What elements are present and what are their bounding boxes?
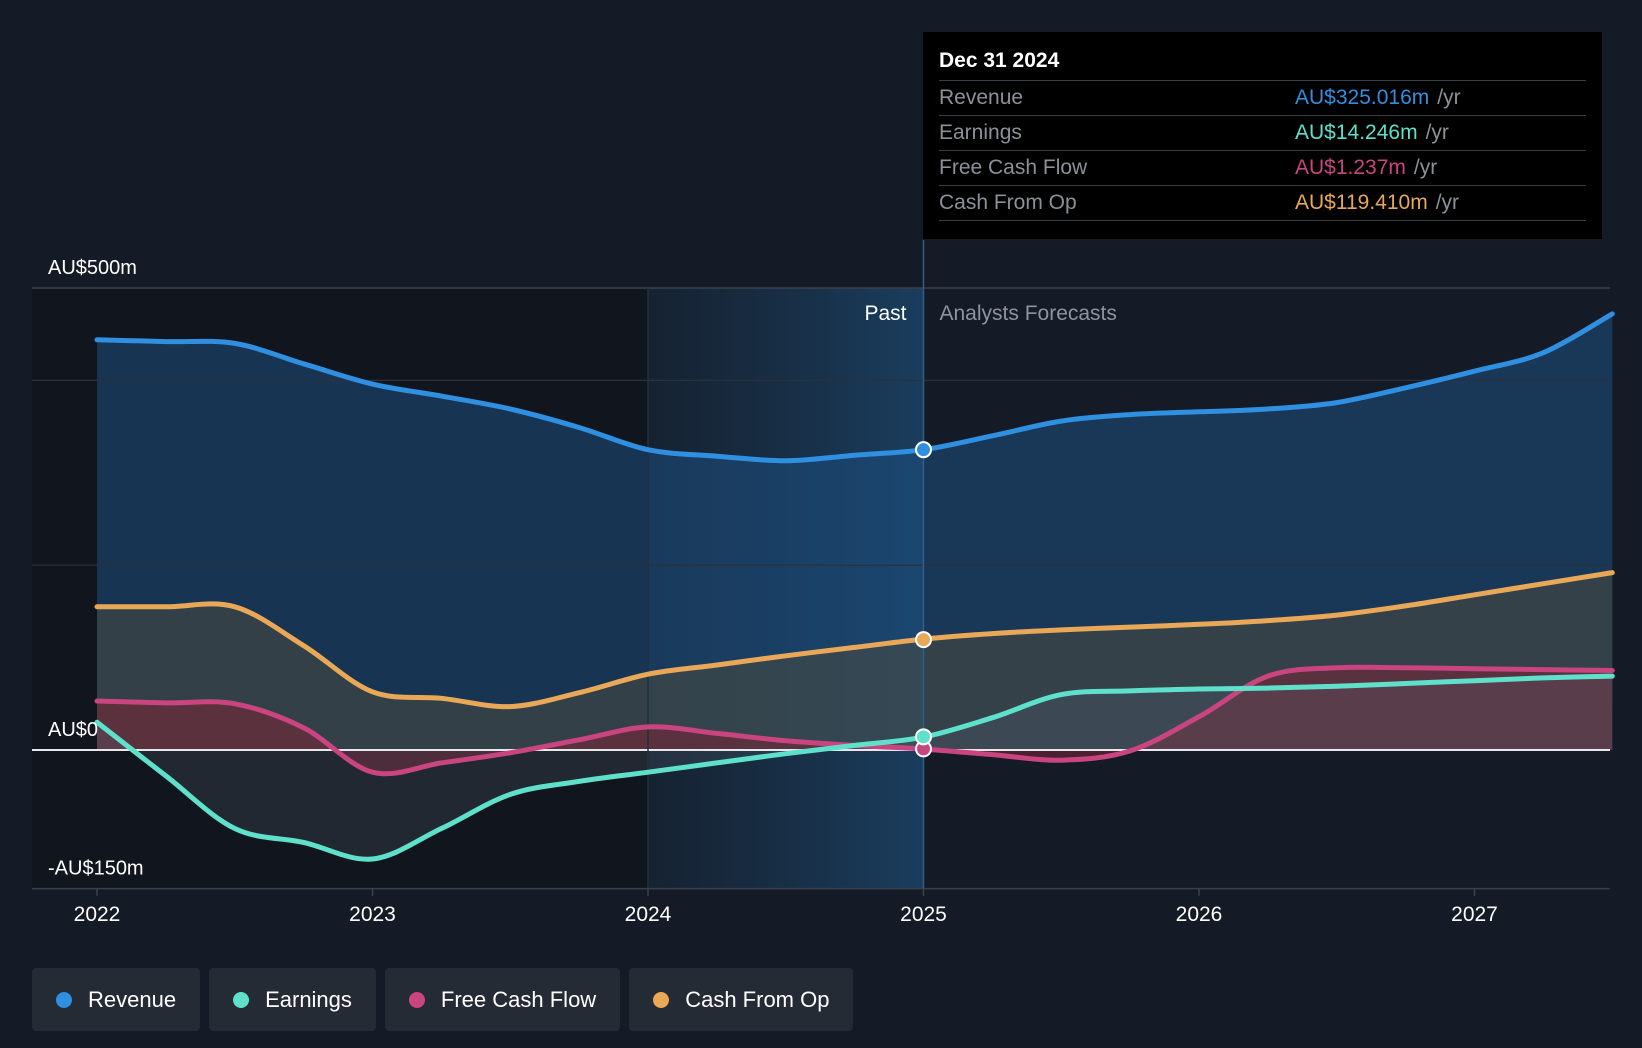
x-tick-label: 2022	[74, 903, 121, 926]
legend: Revenue Earnings Free Cash Flow Cash Fro…	[32, 968, 854, 1031]
tooltip-row-cash-from-op: Cash From Op AU$119.410m /yr	[939, 186, 1586, 221]
tooltip: Dec 31 2024 Revenue AU$325.016m /yr Earn…	[923, 32, 1602, 239]
tooltip-label: Revenue	[939, 86, 1024, 109]
tooltip-date: Dec 31 2024	[939, 46, 1586, 81]
legend-item-cash-from-op[interactable]: Cash From Op	[629, 968, 854, 1031]
earnings-dot-icon	[233, 991, 250, 1008]
legend-label: Revenue	[88, 986, 177, 1012]
tooltip-label: Cash From Op	[939, 191, 1077, 214]
legend-label: Cash From Op	[685, 986, 830, 1012]
tooltip-unit: /yr	[1437, 86, 1461, 109]
x-tick-label: 2023	[349, 903, 396, 926]
x-tick-label: 2024	[625, 903, 672, 926]
tooltip-value: AU$14.246m	[1295, 121, 1418, 144]
cash-from-op-dot-icon	[653, 991, 670, 1008]
tooltip-value: AU$1.237m	[1295, 156, 1406, 179]
legend-item-revenue[interactable]: Revenue	[32, 968, 201, 1031]
marker-cash-from-op	[915, 631, 932, 649]
tooltip-row-revenue: Revenue AU$325.016m /yr	[939, 81, 1586, 116]
area-earnings	[97, 676, 1613, 860]
area-free-cash-flow	[97, 667, 1613, 774]
tooltip-unit: /yr	[1413, 156, 1438, 179]
x-tick-label: 2025	[900, 903, 947, 926]
legend-item-earnings[interactable]: Earnings	[209, 968, 376, 1031]
series-line-revenue	[94, 311, 1615, 464]
tooltip-value: AU$119.410m	[1295, 191, 1428, 214]
series-line-earnings	[94, 673, 1615, 862]
tooltip-unit: /yr	[1425, 121, 1449, 144]
marker-revenue	[915, 441, 932, 459]
tooltip-label: Free Cash Flow	[939, 156, 1088, 179]
forecast-label: Analysts Forecasts	[940, 302, 1117, 325]
legend-label: Free Cash Flow	[440, 986, 597, 1012]
x-tick-label: 2027	[1451, 903, 1498, 926]
x-tick-label: 2026	[1176, 903, 1223, 926]
series-line-cash-from-op	[94, 570, 1615, 710]
y-tick-label: AU$0	[48, 719, 98, 741]
tooltip-label: Earnings	[939, 121, 1022, 144]
tooltip-row-earnings: Earnings AU$14.246m /yr	[939, 116, 1586, 151]
marker-earnings	[915, 728, 932, 746]
tooltip-unit: /yr	[1435, 191, 1460, 214]
free-cash-flow-dot-icon	[408, 991, 425, 1008]
tooltip-row-free-cash-flow: Free Cash Flow AU$1.237m /yr	[939, 151, 1586, 186]
legend-item-free-cash-flow[interactable]: Free Cash Flow	[384, 968, 621, 1031]
y-tick-label: AU$500m	[48, 257, 137, 279]
past-label: Past	[864, 302, 906, 325]
tooltip-value: AU$325.016m	[1295, 86, 1430, 109]
legend-label: Earnings	[265, 986, 352, 1012]
revenue-dot-icon	[56, 991, 72, 1008]
y-tick-label: -AU$150m	[48, 858, 144, 880]
